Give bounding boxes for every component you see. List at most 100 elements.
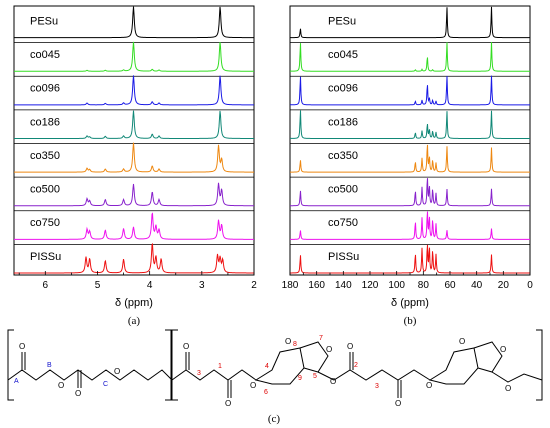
atom-label-a: A [14,378,19,385]
atom-o: O [505,384,511,393]
series-co045: co045 [289,41,530,77]
series-co186: co186 [289,110,530,144]
bracket-left-1 [7,329,14,401]
atom-label-1: 1 [218,363,222,370]
spectrum-trace [14,242,254,274]
series-label: co750 [30,217,60,229]
series-label: PISSu [30,251,61,263]
atom-o: O [395,399,401,408]
x-tick-label: 0 [527,280,533,291]
series-label: co500 [328,184,358,196]
atom-label-c: C [103,381,108,388]
isosorbide-ring-2b [473,341,503,373]
series-co096: co096 [14,75,254,111]
atom-o: O [250,381,256,390]
x-tick-label: 60 [444,280,456,291]
series-co350: co350 [14,142,254,178]
spectrum-trace [289,178,530,207]
atom-o: O [225,399,231,408]
series-label: co350 [328,150,358,162]
x-tick-label: 80 [418,280,430,291]
panel-b-frame [289,5,531,276]
x-tick-label: 140 [335,280,352,291]
series-co750: co750 [14,212,254,245]
pesu-backbone [7,369,173,381]
series-label: PISSu [328,251,359,263]
series-pesu: PESu [14,6,254,44]
series-label: co045 [328,49,358,61]
series-label: co096 [30,83,60,95]
x-tick-label: 160 [308,280,325,291]
spectrum-trace [14,212,254,240]
panel-b-13c-nmr: PESuco045co096co186co350co500co750PISSu … [282,5,533,327]
x-tick-label: 2 [251,280,257,291]
series-label: co096 [328,83,358,95]
series-co750: co750 [290,211,530,245]
pissu-chain-2 [317,369,431,381]
atom-o: O [58,381,64,390]
spectrum-trace [289,110,530,139]
atom-label-b: B [47,362,52,369]
bracket-right-2 [536,329,543,401]
atom-o: O [347,342,353,351]
isosorbide-ring-1a [254,347,305,385]
spectrum-trace [289,41,530,72]
panel-a-xlabel: δ (ppm) [115,297,153,309]
spectrum-trace [289,75,530,106]
series-pesu: PESu [289,6,530,44]
series-label: PESu [30,15,58,27]
spectrum-trace [14,142,254,173]
atom-label-7: 7 [319,335,323,342]
x-tick-label: 20 [498,280,510,291]
series-label: co350 [30,150,60,162]
isosorbide-ring-1b [299,341,329,373]
atom-label-2: 2 [354,362,358,369]
atom-o: O [330,377,336,386]
x-tick-label: 180 [282,280,299,291]
series-co045: co045 [14,41,255,77]
spectrum-trace [14,182,254,207]
series-label: co186 [328,116,358,128]
atom-label-8: 8 [293,341,297,348]
x-tick-label: 5 [95,280,101,291]
spectrum-trace [289,6,530,39]
atom-o: O [285,337,291,346]
series-co500: co500 [14,182,254,212]
spectrum-trace [14,110,254,139]
series-label: co045 [30,49,60,61]
spectrum-trace [14,75,254,106]
spectrum-trace [290,144,530,173]
atom-label-3: 3 [375,383,379,390]
panel-a-frame [13,5,255,276]
x-tick-label: 6 [43,280,49,291]
panel-a-caption: (a) [128,315,141,327]
atom-label-5: 5 [313,373,317,380]
isosorbide-ring-2a [428,347,479,385]
atom-o: O [459,337,465,346]
panel-a-1h-nmr: PESuco045co096co186co350co500co750PISSu … [13,5,257,327]
panel-c-caption: (c) [268,413,281,425]
chemical-structure [7,329,543,401]
series-label: co500 [30,184,60,196]
series-pissu: PISSu [290,244,530,274]
atom-o: O [426,381,432,390]
series-co186: co186 [14,110,254,144]
x-tick-label: 120 [362,280,379,291]
series-co500: co500 [289,178,530,212]
pissu-chain-1 [171,369,257,381]
panel-b-caption: (b) [404,315,417,327]
series-label: PESu [328,15,356,27]
x-tick-label: 40 [471,280,483,291]
series-label: co750 [328,217,358,229]
series-co350: co350 [290,144,530,178]
bracket-left-2 [171,329,178,401]
atom-o: O [183,342,189,351]
spectrum-trace [14,41,255,72]
structure-labels: O O O O O O O O O O O O O O O O A B C 1 … [14,335,511,425]
spectrum-trace [290,244,530,274]
atom-label-4: 4 [265,363,269,370]
atom-label-9: 9 [298,375,302,382]
spectrum-trace [14,6,254,39]
atom-label-6: 6 [264,389,268,396]
